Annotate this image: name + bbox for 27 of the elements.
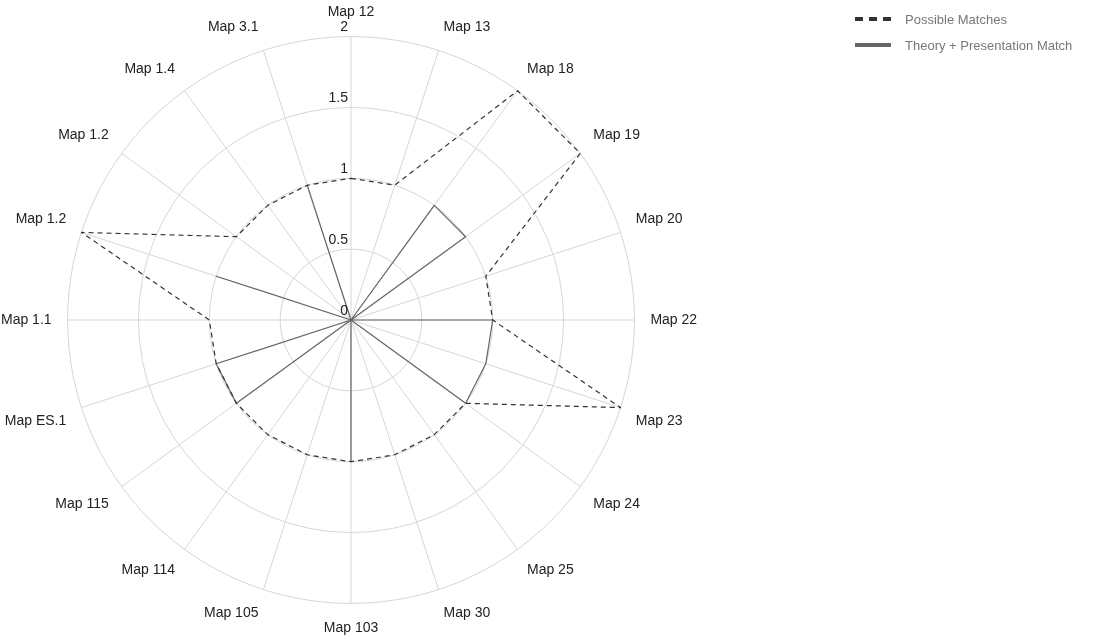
spoke-label: Map 19 <box>593 126 641 143</box>
spoke-label: Map 105 <box>203 604 259 621</box>
y-tick-label: 0.5 <box>328 231 349 248</box>
spoke-label: Map 1.4 <box>124 60 176 77</box>
spoke-label: Map 13 <box>443 17 491 34</box>
spoke-label: Map 1.1 <box>0 310 52 327</box>
spoke-label: Map ES.1 <box>4 411 67 428</box>
spoke-label: Map 3.1 <box>207 17 259 34</box>
spoke-label: Map 1.2 <box>58 126 109 143</box>
spoke-label: Map 30 <box>443 604 491 621</box>
spoke-label: Map 25 <box>526 561 574 578</box>
y-tick-label: 1.5 <box>328 89 349 106</box>
y-tick-label: 0 <box>340 301 349 318</box>
spoke-label: Map 23 <box>635 411 683 428</box>
spoke-label: Map 18 <box>526 60 574 77</box>
spoke-label: Map 22 <box>650 310 698 327</box>
spoke-label: Map 1.2 <box>15 209 67 226</box>
spoke-label: Map 12 <box>327 3 375 20</box>
y-tick-label: 1 <box>340 160 349 177</box>
y-tick-label: 2 <box>340 18 349 35</box>
spoke-label: Map 114 <box>121 561 176 578</box>
spoke-label: Map 115 <box>55 495 109 512</box>
spoke-label: Map 103 <box>323 618 379 635</box>
legend-label: Possible Matches <box>905 11 1007 27</box>
legend-label: Theory + Presentation Match <box>905 37 1073 53</box>
spoke-label: Map 24 <box>593 495 641 512</box>
spoke-label: Map 20 <box>635 209 683 226</box>
